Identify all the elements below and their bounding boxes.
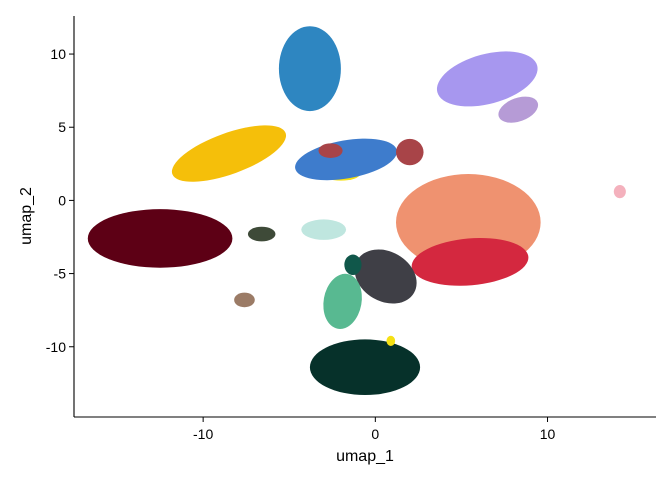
x-tick-label: 0 <box>371 426 379 442</box>
y-tick-label: -10 <box>46 339 66 355</box>
cluster-layer <box>87 26 626 396</box>
y-tick-label: 0 <box>58 192 66 208</box>
x-tick-label: 10 <box>540 426 556 442</box>
cluster-19 <box>386 335 396 347</box>
cluster-0 <box>278 26 341 112</box>
cluster-10 <box>87 209 233 268</box>
cluster-16 <box>309 339 421 396</box>
x-tick-label: -10 <box>193 426 213 442</box>
cluster-17 <box>344 254 362 276</box>
cluster-11 <box>247 226 276 242</box>
cluster-9 <box>411 237 529 286</box>
cluster-2 <box>498 96 539 123</box>
cluster-14 <box>354 249 417 304</box>
cluster-15 <box>323 273 362 329</box>
y-ticks: -10 -5 0 5 10 <box>46 46 74 355</box>
cluster-3 <box>171 125 287 182</box>
cluster-18 <box>613 185 626 199</box>
cluster-6 <box>395 138 424 166</box>
x-ticks: -10 0 10 <box>193 417 556 442</box>
y-tick-label: 5 <box>58 119 66 135</box>
cluster-7 <box>318 143 343 158</box>
y-tick-label: 10 <box>50 46 66 62</box>
y-tick-label: -5 <box>54 266 67 282</box>
axes: -10 0 10 -10 -5 0 5 10 umap_1 umap_2 <box>18 16 656 465</box>
cluster-13 <box>234 292 255 308</box>
x-axis-title: umap_1 <box>336 448 394 465</box>
y-axis-title: umap_2 <box>18 187 35 245</box>
cluster-12 <box>301 219 347 240</box>
cluster-1 <box>436 51 538 107</box>
